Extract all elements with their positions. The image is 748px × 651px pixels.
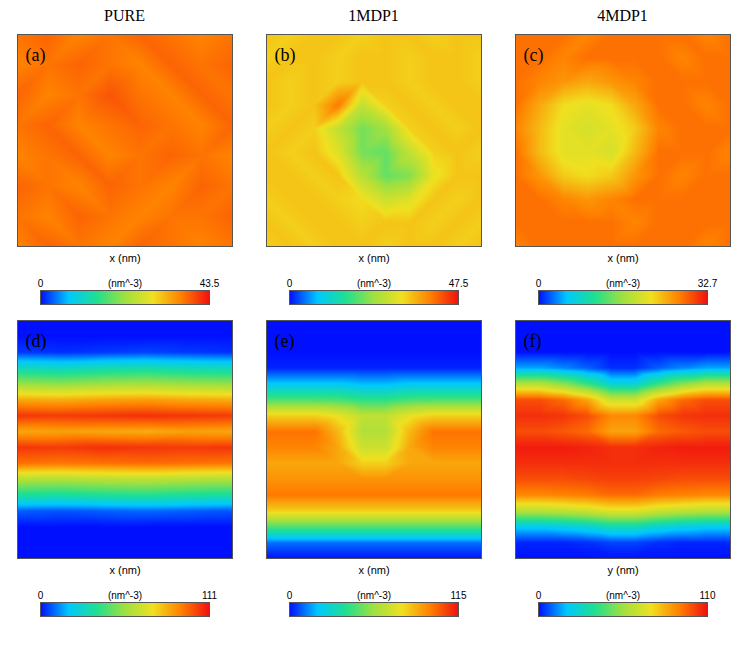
- svg-text:y (nm): y (nm): [607, 564, 638, 576]
- html-text:4MDP1: 4MDP1: [597, 7, 648, 24]
- svg-text:(nm^-3): (nm^-3): [606, 278, 640, 289]
- svg-text:32.7: 32.7: [698, 278, 718, 289]
- svg-text:x (nm): x (nm): [358, 564, 389, 576]
- svg-text:(b): (b): [275, 45, 296, 66]
- html-text:1MDP1: 1MDP1: [348, 7, 399, 24]
- svg-text:(nm^-3): (nm^-3): [606, 590, 640, 601]
- svg-text:0: 0: [536, 278, 542, 289]
- svg-text:0: 0: [536, 590, 542, 601]
- svg-text:(c): (c): [524, 45, 544, 66]
- svg-text:x (nm): x (nm): [109, 564, 140, 576]
- html-text:PURE: PURE: [104, 7, 145, 24]
- svg-text:(nm^-3): (nm^-3): [108, 278, 142, 289]
- svg-text:47.5: 47.5: [449, 278, 469, 289]
- svg-text:(nm^-3): (nm^-3): [108, 590, 142, 601]
- svg-text:0: 0: [38, 278, 44, 289]
- svg-text:(e): (e): [275, 331, 295, 352]
- svg-text:115: 115: [451, 590, 467, 601]
- svg-text:(a): (a): [26, 45, 46, 66]
- svg-text:0: 0: [287, 590, 293, 601]
- svg-text:(nm^-3): (nm^-3): [357, 278, 391, 289]
- svg-text:0: 0: [38, 590, 44, 601]
- svg-text:x (nm): x (nm): [607, 252, 638, 264]
- svg-text:(d): (d): [26, 331, 47, 352]
- svg-text:x (nm): x (nm): [358, 252, 389, 264]
- svg-text:(f): (f): [524, 331, 542, 352]
- svg-text:43.5: 43.5: [200, 278, 220, 289]
- svg-text:110: 110: [700, 590, 716, 601]
- svg-text:0: 0: [287, 278, 293, 289]
- svg-text:111: 111: [202, 590, 218, 601]
- svg-text:x (nm): x (nm): [109, 252, 140, 264]
- svg-text:(nm^-3): (nm^-3): [357, 590, 391, 601]
